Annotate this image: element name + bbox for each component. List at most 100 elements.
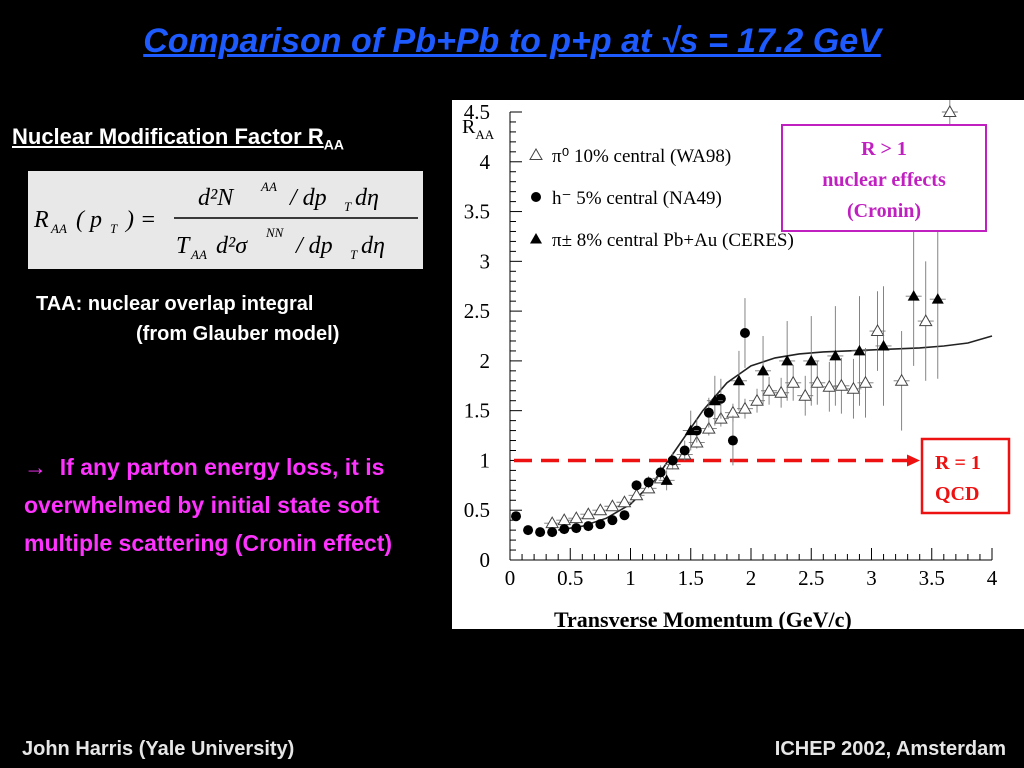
chart-reference-line: [514, 454, 920, 467]
series-2: [658, 219, 946, 491]
data-point: [619, 510, 630, 521]
data-point: [757, 364, 770, 376]
nmf-subscript: AA: [323, 136, 344, 153]
qcd-label: QCD: [935, 483, 979, 505]
x-tick-label: 2.5: [798, 566, 824, 590]
formula-num-sup: AA: [260, 179, 277, 194]
y-tick-label: 0: [480, 548, 491, 572]
formula-num: d²N: [198, 185, 235, 211]
legend-label: π⁰ 10% central (WA98): [552, 146, 731, 167]
series-1: [511, 298, 750, 538]
data-point: [907, 290, 920, 301]
data-point: [750, 393, 764, 406]
chart-legend: π⁰ 10% central (WA98) h⁻ 5% central (NA49…: [529, 146, 794, 251]
reference-arrowhead: [907, 454, 920, 467]
x-tick-label: 0.5: [557, 566, 583, 590]
data-point: [607, 515, 618, 526]
x-axis-label: Transverse Momentum (GeV/c): [554, 607, 852, 629]
data-point: [511, 511, 522, 522]
formula-lhs-arg-sub: T: [110, 221, 118, 236]
data-point: [701, 421, 716, 434]
data-point: [739, 328, 750, 339]
cronin-label: (Cronin): [847, 200, 921, 222]
formula-den-T: T: [176, 233, 191, 259]
data-point: [805, 354, 818, 366]
taa-definition: TAA: nuclear overlap integral: [36, 293, 314, 315]
data-point: [617, 495, 632, 508]
data-point: [708, 394, 721, 406]
x-tick-label: 1.5: [678, 566, 704, 590]
arrow-icon: →: [24, 454, 47, 480]
data-point: [703, 407, 714, 418]
data-point: [557, 513, 572, 526]
data-point: [569, 511, 584, 524]
data-point: [667, 455, 678, 466]
y-tick-label: 1.5: [464, 399, 490, 423]
x-tick-label: 3.5: [919, 566, 945, 590]
formula-num-rest: / dp: [288, 185, 327, 211]
formula-den-d: d²σ: [216, 233, 248, 259]
chart-annotations: R > 1 nuclear effects (Cronin) R = 1 QCD: [781, 124, 1011, 515]
qcd-box: [920, 437, 1011, 515]
cronin-box: [781, 124, 987, 232]
series-0: [544, 12, 958, 529]
y-tick-label: 4: [480, 150, 491, 174]
data-point: [781, 354, 794, 366]
data-point: [894, 373, 909, 386]
footer-author: John Harris (Yale University): [22, 738, 295, 760]
formula-lhs-arg: ( p: [76, 207, 102, 233]
chart-ticks: 0 0.5 1 1.5 2 2.5 3 3.5 4 0 0.5 1 1.5 2 2.5 3 3.5 4 4.5: [464, 100, 998, 590]
y-tick-label: 3.5: [464, 200, 490, 224]
data-point: [931, 293, 944, 304]
nmf-heading: Nuclear Modification Factor RAA: [12, 124, 344, 152]
data-point: [643, 477, 654, 488]
chart-panel: 0 0.5 1 1.5 2 2.5 3 3.5 4 0 0.5 1 1.5 2 2.5 3 3.5 4 4.5 π⁰…: [452, 12, 1024, 632]
data-point: [523, 525, 534, 536]
x-tick-label: 4: [987, 566, 998, 590]
data-point: [853, 344, 866, 356]
formula-den-rest: / dp: [294, 233, 333, 259]
chart-svg: 0 0.5 1 1.5 2 2.5 3 3.5 4 0 0.5 1 1.5 2 2.5 3 3.5 4 4.5 π⁰…: [462, 12, 1011, 632]
y-tick-label: 3: [480, 249, 491, 273]
formula-lhs-sub: AA: [50, 221, 67, 236]
data-point: [834, 378, 849, 391]
formula-lhs-close: ) =: [124, 207, 156, 233]
data-point: [877, 339, 890, 351]
chart-points: [511, 12, 958, 538]
data-point: [545, 516, 560, 529]
data-point: [547, 527, 558, 538]
data-point: [798, 388, 813, 401]
y-tick-label: 2: [480, 349, 491, 373]
nmf-label: Nuclear Modification Factor R: [12, 124, 324, 149]
data-point: [595, 519, 606, 530]
data-point: [829, 349, 842, 361]
data-point: [870, 324, 885, 337]
legend-marker: [529, 147, 543, 160]
y-tick-label: 2.5: [464, 299, 490, 323]
y-tick-label: 4.5: [464, 100, 490, 124]
data-point: [631, 480, 642, 491]
x-tick-label: 1: [625, 566, 636, 590]
data-point: [679, 445, 690, 456]
data-point: [593, 503, 608, 516]
conclusion-text: → If any parton energy loss, it is overw…: [24, 448, 424, 562]
legend-marker: [531, 192, 541, 202]
formula-num-rest-sub: T: [344, 199, 352, 214]
data-point: [738, 401, 752, 414]
y-axis-label: RAA: [462, 116, 495, 142]
legend-label: h⁻ 5% central (NA49): [552, 188, 722, 209]
cronin-label: R > 1: [861, 138, 907, 160]
formula-den-rest-sub: T: [350, 247, 358, 262]
data-point: [559, 524, 570, 535]
data-point: [918, 314, 933, 327]
data-point: [822, 379, 837, 392]
data-point: [846, 381, 861, 394]
y-axis-label-main: R: [462, 116, 476, 138]
data-point: [684, 424, 697, 436]
y-tick-label: 0.5: [464, 498, 490, 522]
formula-den-end: dη: [361, 233, 385, 259]
x-tick-label: 2: [746, 566, 757, 590]
data-point: [858, 375, 873, 388]
data-point: [583, 521, 594, 532]
data-point: [942, 104, 957, 117]
